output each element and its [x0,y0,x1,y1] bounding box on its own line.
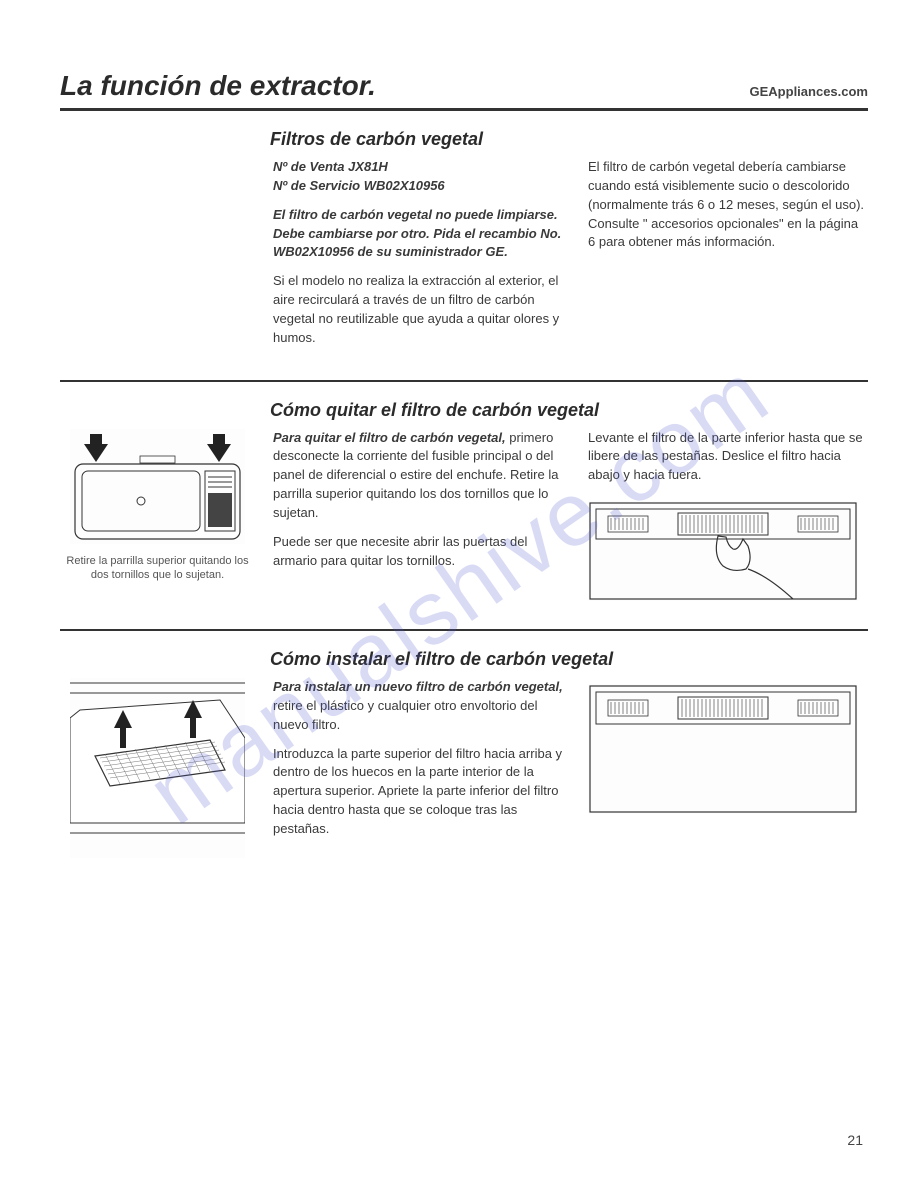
section3-lead: Para instalar un nuevo filtro de carbón … [273,679,563,694]
section-instalar: Cómo instalar el filtro de carbón vegeta… [60,649,868,862]
section1-body: Nº de Venta JX81H Nº de Servicio WB02X10… [273,158,570,358]
illustration-caption: Retire la parrilla superior quitando los… [60,554,255,583]
section1-right: El filtro de carbón vegetal debería camb… [588,158,868,358]
filter-warning: El filtro de carbón vegetal no puede lim… [273,206,570,263]
divider-2 [60,629,868,631]
servicio-number: Nº de Servicio WB02X10956 [273,177,570,196]
section3-p1: Para instalar un nuevo filtro de carbón … [273,678,570,735]
section2-p1: Para quitar el filtro de carbón vegetal,… [273,429,570,523]
section2-right: Levante el filtro de la parte inferior h… [588,429,868,607]
section2-body: Para quitar el filtro de carbón vegetal,… [273,429,570,607]
site-label: GEAppliances.com [750,84,868,99]
venta-number: Nº de Venta JX81H [273,158,570,177]
section-filtros: Filtros de carbón vegetal Nº de Venta JX… [60,129,868,358]
page-header: La función de extractor. GEAppliances.co… [60,70,868,111]
section-quitar: Cómo quitar el filtro de carbón vegetal … [60,400,868,607]
section3-body: Para instalar un nuevo filtro de carbón … [273,678,570,862]
section2-p2: Puede ser que necesite abrir las puertas… [273,533,570,571]
section3-p2: Introduzca la parte superior del filtro … [273,745,570,839]
section1-paragraph: Si el modelo no realiza la extracción al… [273,272,570,347]
section1-right-paragraph: El filtro de carbón vegetal debería camb… [588,158,868,252]
section2-right-paragraph: Levante el filtro de la parte inferior h… [588,429,868,486]
section1-left-spacer [60,158,255,358]
microwave-top-illustration [70,429,245,544]
heading-quitar: Cómo quitar el filtro de carbón vegetal [270,400,868,421]
filter-install-illustration [70,678,245,858]
section2-lead: Para quitar el filtro de carbón vegetal, [273,430,506,445]
page-title: La función de extractor. [60,70,376,102]
section3-p1-rest: retire el plástico y cualquier otro envo… [273,698,537,732]
section3-right [588,678,868,862]
section3-left [60,678,255,862]
section2-left: Retire la parrilla superior quitando los… [60,429,255,607]
heading-filtros: Filtros de carbón vegetal [270,129,868,150]
microwave-front-illustration [588,684,858,814]
filter-removal-illustration [588,501,858,601]
heading-instalar: Cómo instalar el filtro de carbón vegeta… [270,649,868,670]
divider-1 [60,380,868,382]
page-number: 21 [847,1132,863,1148]
